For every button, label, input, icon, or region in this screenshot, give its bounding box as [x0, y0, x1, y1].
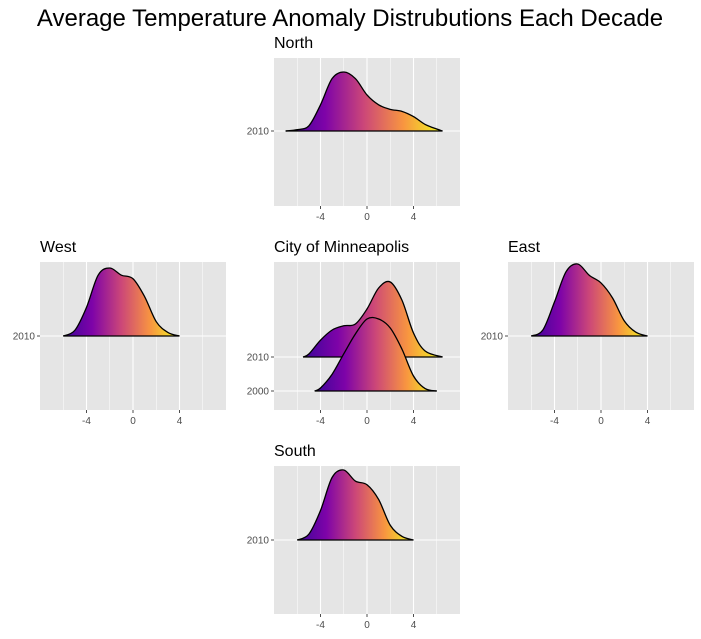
panel-title: South: [274, 443, 316, 460]
panel-title: City of Minneapolis: [274, 239, 409, 256]
figure-title: Average Temperature Anomaly Distrubution…: [37, 5, 663, 32]
panel-title: West: [40, 239, 77, 256]
x-tick-label: 0: [130, 416, 136, 427]
ridge-fill-2010: [297, 469, 414, 540]
panel-south: 2010 -4 0 4 South: [247, 443, 460, 631]
y-tick-label: 2010: [247, 127, 270, 138]
ridge-outline-2010: [530, 263, 648, 337]
x-tick-label: -4: [316, 212, 325, 223]
panels: 2010 -4 0 4 North 2010 -4 0 4 West 2000 2010 -4 0 4 Cit…: [13, 35, 694, 631]
y-tick-label: 2010: [247, 353, 270, 364]
x-tick-label: 0: [364, 620, 370, 631]
x-tick-label: 0: [598, 416, 604, 427]
panel-west: 2010 -4 0 4 West: [13, 239, 226, 427]
x-tick-label: -4: [316, 416, 325, 427]
x-tick-label: 0: [364, 212, 370, 223]
ridge-outline-2010: [302, 280, 443, 358]
ridge-fill-2010: [531, 263, 648, 336]
y-tick-label: 2010: [247, 536, 270, 547]
panel-east: 2010 -4 0 4 East: [481, 239, 694, 427]
ridge-fill-2000: [314, 317, 437, 391]
x-tick-label: 4: [411, 416, 417, 427]
x-tick-label: 4: [177, 416, 183, 427]
y-tick-label: 2000: [247, 387, 270, 398]
x-tick-label: 4: [645, 416, 651, 427]
panel-north: 2010 -4 0 4 North: [247, 35, 460, 223]
ridge-outline-2010: [296, 469, 414, 541]
y-tick-label: 2010: [13, 332, 36, 343]
panel-title: North: [274, 35, 313, 52]
x-tick-label: -4: [316, 620, 325, 631]
panel-city-of-minneapolis: 2000 2010 -4 0 4 City of Minneapolis: [247, 239, 460, 427]
y-tick-label: 2010: [481, 332, 504, 343]
x-tick-label: 4: [411, 212, 417, 223]
x-tick-label: 0: [364, 416, 370, 427]
ridge-fill-2010: [285, 72, 443, 131]
x-tick-label: 4: [411, 620, 417, 631]
ridge-fill-2010: [63, 268, 180, 336]
x-tick-label: -4: [550, 416, 559, 427]
x-tick-label: -4: [82, 416, 91, 427]
panel-title: East: [508, 239, 541, 256]
ridge-outline-2010: [62, 267, 180, 337]
ridge-outline-2010: [285, 71, 443, 132]
ridge-outline-2000: [314, 316, 437, 392]
